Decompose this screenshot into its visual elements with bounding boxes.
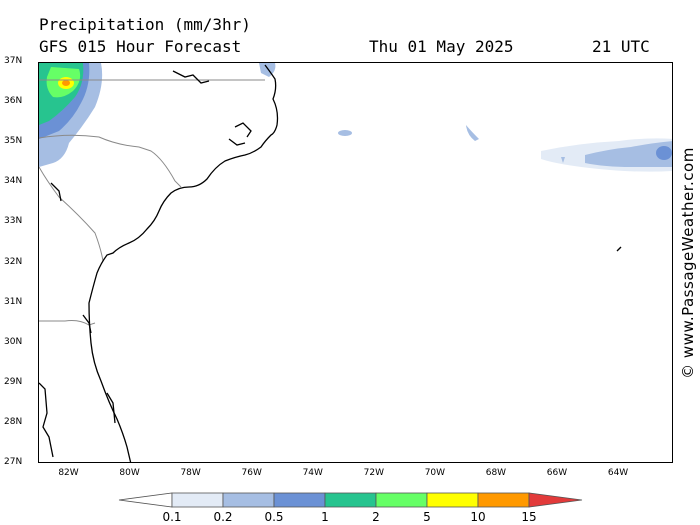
longitude-label: 78W [180,468,201,478]
longitude-label: 68W [485,468,507,478]
latitude-label: 29N [4,376,23,387]
colorbar-label: 0.1 [162,510,182,524]
precip-areas [39,63,672,172]
latitude-label: 30N [4,336,23,347]
state-borders [39,79,265,326]
latitude-label: 35N [4,136,23,147]
colorbar-swatch [171,492,224,508]
precipitation-map[interactable] [38,62,673,463]
colorbar-label: 0.2 [213,510,233,524]
latitude-label: 33N [4,216,23,227]
forecast-line: GFS 015 Hour Forecast [39,37,242,56]
colorbar-label: 15 [521,510,537,524]
latitude-label: 31N [4,296,23,307]
colorbar-swatch [118,492,173,508]
latitude-label: 32N [4,256,23,267]
longitude-label: 72W [363,468,384,478]
credit-text: © www.PassageWeather.com [679,146,697,379]
longitude-label: 74W [302,468,323,478]
longitude-label: 82W [58,468,79,478]
forecast-time: 21 UTC [592,37,650,56]
precip-colorbar [118,492,583,508]
colorbar-label: 0.5 [264,510,284,524]
precip-area-nc-peak-inner [62,80,70,86]
precip-area-atlantic-core [656,146,672,160]
map-title: Precipitation (mm/3hr) [39,15,251,34]
longitude-label: 64W [607,468,629,478]
precip-area-offshore-b [466,125,479,141]
colorbar-swatch [324,492,377,508]
longitude-label: 70W [424,468,446,478]
precip-area-offshore-a [338,130,352,136]
colorbar-swatch [375,492,428,508]
colorbar-swatch [477,492,530,508]
precip-area-atlantic-medium [585,141,672,167]
latitude-label: 37N [4,56,23,66]
colorbar-swatch [528,492,583,508]
longitude-label: 80W [119,468,140,478]
forecast-date: Thu 01 May 2025 [369,37,514,56]
colorbar-label: 5 [423,510,431,524]
latitude-label: 28N [4,416,23,427]
latitude-label: 27N [4,457,23,467]
longitude-label: 66W [546,468,568,478]
site-credit: © www.PassageWeather.com [676,62,700,463]
longitude-label: 76W [241,468,262,478]
precip-area-atlantic-streak [561,157,565,163]
colorbar-swatch [222,492,275,508]
colorbar-label: 1 [321,510,329,524]
coastline [39,64,622,462]
colorbar-swatch [273,492,326,508]
colorbar-swatch [426,492,479,508]
latitude-label: 34N [4,176,23,187]
map-canvas [39,63,672,462]
colorbar-label: 2 [372,510,380,524]
latitude-label: 36N [4,96,23,107]
colorbar-label: 10 [470,510,486,524]
